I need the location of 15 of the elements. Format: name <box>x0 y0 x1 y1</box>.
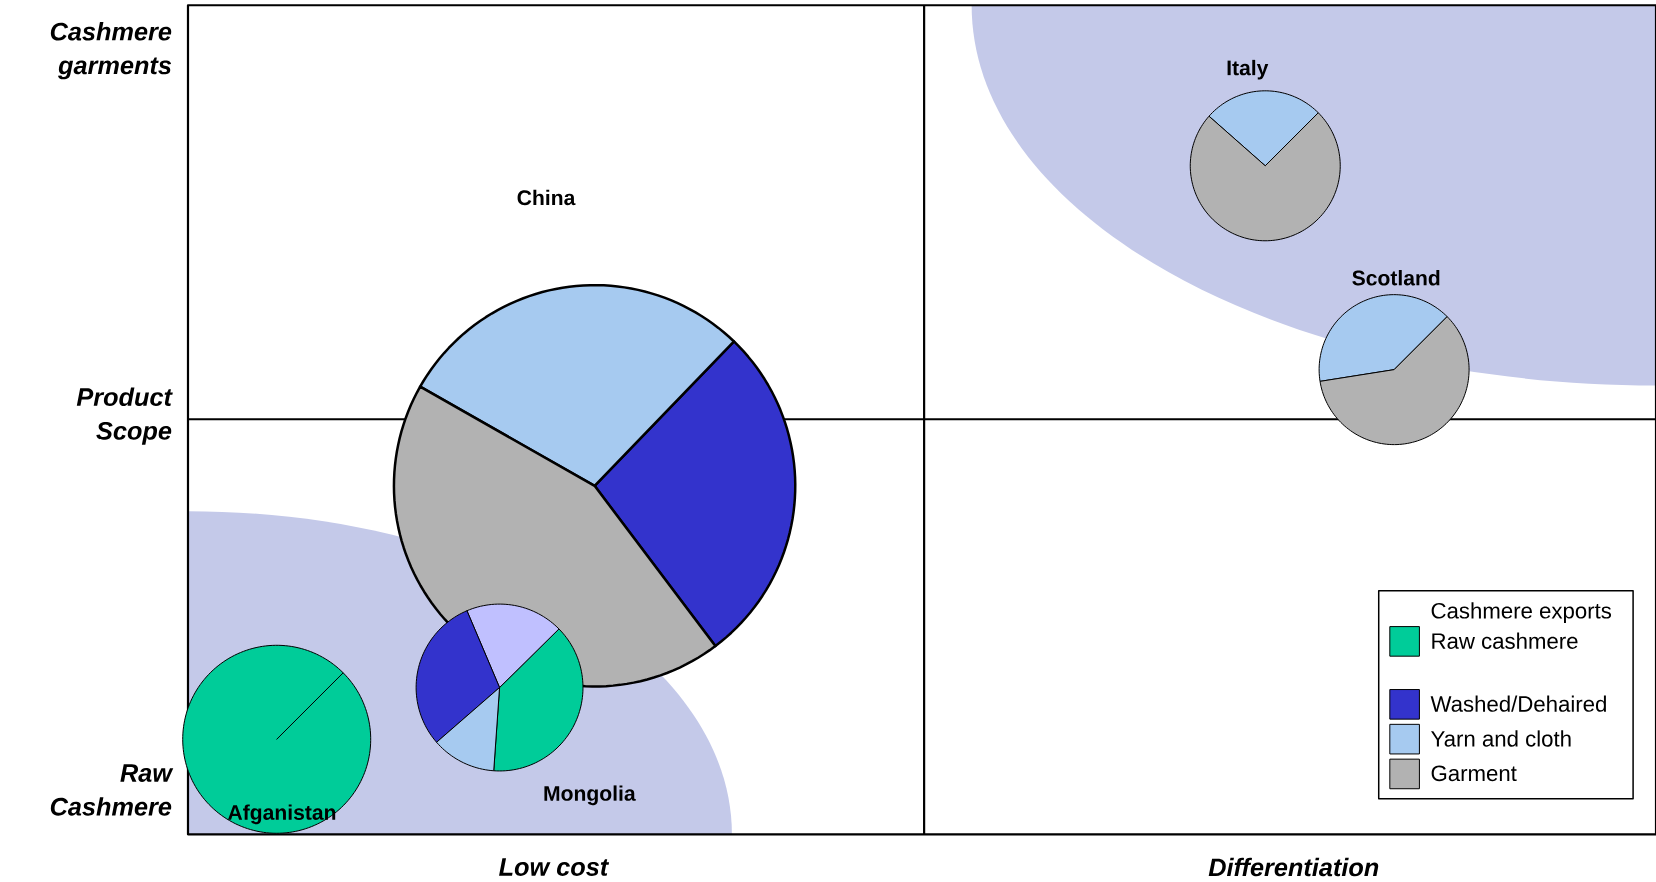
legend-label: Yarn and cloth <box>1431 730 1571 747</box>
chart-title: Scotland <box>1352 270 1440 286</box>
legend-label: Raw cashmere <box>1432 632 1578 649</box>
text: Differentiation <box>1208 857 1379 877</box>
chart-title: Italy <box>1227 59 1269 80</box>
text: Mongolia <box>544 785 636 806</box>
text: Low cost <box>499 858 610 876</box>
chart-title: China <box>517 189 576 206</box>
text: Raw Cashmere <box>50 764 174 816</box>
legend-label: Garment <box>1431 765 1517 782</box>
text: Cashmere garments <box>50 22 172 80</box>
legend-title: Cashmere exports <box>1431 602 1612 624</box>
legend-label: Washed/Dehaired <box>1430 695 1606 712</box>
text: Product Scope <box>76 387 173 445</box>
text: Afganistan <box>228 804 336 825</box>
